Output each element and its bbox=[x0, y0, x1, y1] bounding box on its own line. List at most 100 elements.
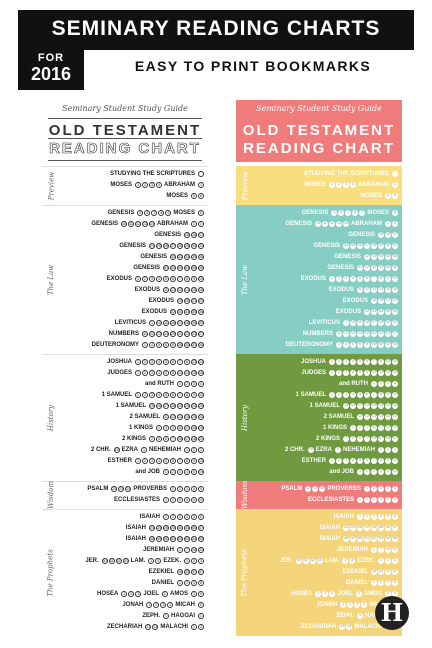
chapter-checkbox[interactable]: 11 bbox=[322, 221, 328, 227]
chapter-checkbox[interactable]: 31 bbox=[198, 547, 204, 553]
chapter-checkbox[interactable]: 5 bbox=[385, 497, 391, 503]
chapter-checkbox[interactable]: 11 bbox=[336, 331, 342, 337]
chapter-checkbox[interactable]: 1 bbox=[142, 342, 148, 348]
chapter-checkbox[interactable]: 12 bbox=[329, 221, 335, 227]
chapter-checkbox[interactable]: 11 bbox=[163, 287, 169, 293]
chapter-checkbox[interactable]: 17 bbox=[357, 403, 363, 409]
chapter-checkbox[interactable]: 20 bbox=[198, 320, 204, 326]
chapter-checkbox[interactable]: 6 bbox=[392, 210, 398, 216]
chapter-checkbox[interactable]: 26 bbox=[357, 525, 363, 531]
chapter-checkbox[interactable]: 17 bbox=[184, 425, 190, 431]
chapter-checkbox[interactable]: 14 bbox=[378, 287, 384, 293]
chapter-checkbox[interactable]: 3 bbox=[198, 447, 204, 453]
chapter-checkbox[interactable]: 24 bbox=[149, 243, 155, 249]
chapter-checkbox[interactable]: 13 bbox=[371, 287, 377, 293]
chapter-checkbox[interactable]: 5 bbox=[385, 514, 391, 520]
chapter-checkbox[interactable]: 11 bbox=[163, 414, 169, 420]
chapter-checkbox[interactable]: 5 bbox=[163, 370, 169, 376]
chapter-checkbox[interactable]: 48 bbox=[343, 536, 349, 542]
chapter-checkbox[interactable]: 48 bbox=[149, 536, 155, 542]
chapter-checkbox[interactable]: 15 bbox=[191, 414, 197, 420]
chapter-checkbox[interactable]: 2 bbox=[142, 359, 148, 365]
chapter-checkbox[interactable]: 16 bbox=[198, 370, 204, 376]
chapter-checkbox[interactable]: 4 bbox=[350, 276, 356, 282]
chapter-checkbox[interactable]: 7 bbox=[371, 392, 377, 398]
chapter-checkbox[interactable]: 1 bbox=[343, 320, 349, 326]
chapter-checkbox[interactable]: 1 bbox=[371, 547, 377, 553]
chapter-checkbox[interactable]: 8 bbox=[378, 359, 384, 365]
chapter-checkbox[interactable]: 19 bbox=[385, 320, 391, 326]
chapter-checkbox[interactable]: 12 bbox=[170, 287, 176, 293]
chapter-checkbox[interactable]: 16 bbox=[385, 232, 391, 238]
chapter-checkbox[interactable]: 12 bbox=[343, 331, 349, 337]
chapter-checkbox[interactable]: 6 bbox=[198, 514, 204, 520]
chapter-checkbox[interactable]: 25 bbox=[198, 403, 204, 409]
chapter-checkbox[interactable]: 5 bbox=[350, 342, 356, 348]
chapter-checkbox[interactable]: 5 bbox=[191, 193, 197, 199]
chapter-checkbox[interactable]: 6 bbox=[392, 514, 398, 520]
chapter-checkbox[interactable]: 25 bbox=[392, 403, 398, 409]
chapter-checkbox[interactable]: 10 bbox=[198, 392, 204, 398]
chapter-checkbox[interactable]: 19 bbox=[392, 425, 398, 431]
chapter-checkbox[interactable]: 2 bbox=[385, 447, 391, 453]
chapter-checkbox[interactable]: 4 bbox=[343, 342, 349, 348]
chapter-checkbox[interactable]: 24 bbox=[198, 359, 204, 365]
chapter-checkbox[interactable]: 10 bbox=[121, 221, 127, 227]
chapter-checkbox[interactable]: 27 bbox=[392, 331, 398, 337]
chapter-checkbox[interactable]: 15 bbox=[184, 232, 190, 238]
chapter-checkbox[interactable]: 12 bbox=[392, 497, 398, 503]
chapter-checkbox[interactable]: 3 bbox=[191, 591, 197, 597]
chapter-checkbox[interactable]: 31 bbox=[392, 547, 398, 553]
chapter-checkbox[interactable]: 1 bbox=[198, 182, 204, 188]
chapter-checkbox[interactable]: 28 bbox=[177, 243, 183, 249]
chapter-checkbox[interactable]: 6 bbox=[364, 458, 370, 464]
chapter-checkbox[interactable]: 6 bbox=[364, 359, 370, 365]
chapter-checkbox[interactable]: 23 bbox=[191, 359, 197, 365]
chapter-checkbox[interactable]: 4 bbox=[156, 182, 162, 188]
chapter-checkbox[interactable]: 2 bbox=[347, 602, 354, 608]
chapter-checkbox[interactable]: 2 bbox=[198, 221, 204, 227]
chapter-checkbox[interactable]: 37 bbox=[191, 569, 197, 575]
chapter-checkbox[interactable]: 34 bbox=[184, 309, 190, 315]
chapter-checkbox[interactable]: 2 bbox=[322, 591, 329, 597]
chapter-checkbox[interactable]: 21 bbox=[177, 331, 183, 337]
chapter-checkbox[interactable]: 9 bbox=[385, 276, 391, 282]
chapter-checkbox[interactable]: 1 bbox=[329, 276, 335, 282]
chapter-checkbox[interactable]: 3 bbox=[371, 514, 377, 520]
chapter-checkbox[interactable]: 3 bbox=[149, 359, 155, 365]
chapter-checkbox[interactable]: 13 bbox=[156, 331, 162, 337]
chapter-checkbox[interactable]: 3 bbox=[170, 425, 176, 431]
chapter-checkbox[interactable]: 2 bbox=[357, 425, 363, 431]
chapter-checkbox[interactable]: 33 bbox=[316, 558, 323, 564]
chapter-checkbox[interactable]: 7 bbox=[151, 210, 158, 216]
chapter-checkbox[interactable]: 1 bbox=[163, 613, 169, 619]
chapter-checkbox[interactable]: 14 bbox=[163, 331, 169, 337]
chapter-checkbox[interactable]: 2 bbox=[170, 497, 176, 503]
chapter-checkbox[interactable]: 3 bbox=[378, 486, 384, 492]
chapter-checkbox[interactable]: 28 bbox=[371, 243, 377, 249]
chapter-checkbox[interactable]: 14 bbox=[184, 287, 190, 293]
chapter-checkbox[interactable]: 10 bbox=[315, 221, 321, 227]
chapter-checkbox[interactable]: 23 bbox=[385, 331, 391, 337]
chapter-checkbox[interactable]: 19 bbox=[392, 469, 398, 475]
chapter-checkbox[interactable]: 23 bbox=[118, 486, 125, 492]
chapter-checkbox[interactable]: 8 bbox=[184, 392, 190, 398]
chapter-checkbox[interactable]: 1 bbox=[378, 558, 384, 564]
chapter-checkbox[interactable]: 8 bbox=[352, 210, 359, 216]
chapter-checkbox[interactable]: 20 bbox=[364, 331, 370, 337]
chapter-checkbox[interactable]: 2 bbox=[378, 580, 384, 586]
chapter-checkbox[interactable]: 2 bbox=[336, 359, 342, 365]
chapter-checkbox[interactable]: 3 bbox=[177, 469, 183, 475]
chapter-checkbox[interactable]: 11 bbox=[142, 331, 148, 337]
chapter-checkbox[interactable]: 4 bbox=[156, 359, 162, 365]
chapter-checkbox[interactable]: 15 bbox=[385, 287, 391, 293]
chapter-checkbox[interactable]: 13 bbox=[371, 370, 377, 376]
chapter-checkbox[interactable]: 15 bbox=[378, 232, 384, 238]
chapter-checkbox[interactable]: 5 bbox=[392, 486, 398, 492]
chapter-checkbox[interactable]: 11 bbox=[357, 287, 363, 293]
chapter-checkbox[interactable]: 11 bbox=[163, 320, 169, 326]
chapter-checkbox[interactable]: 19 bbox=[198, 469, 204, 475]
chapter-checkbox[interactable]: 6 bbox=[364, 276, 370, 282]
chapter-checkbox[interactable]: 3 bbox=[371, 497, 377, 503]
chapter-checkbox[interactable]: 10 bbox=[392, 458, 398, 464]
